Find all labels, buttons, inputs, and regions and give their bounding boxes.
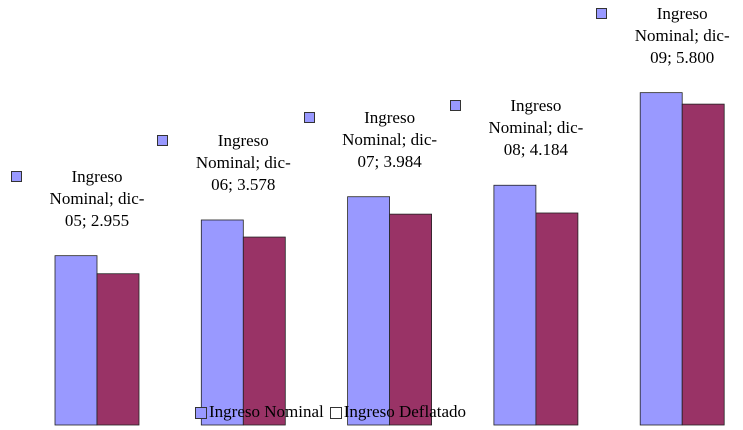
data-label: Ingreso Nominal; dic-06; 3.578	[195, 130, 291, 194]
bar	[242, 236, 286, 426]
bar	[389, 213, 433, 426]
label-marker	[11, 170, 22, 182]
label-marker	[449, 100, 461, 112]
bar	[347, 196, 391, 426]
legend-label: Ingreso Nominal	[209, 402, 324, 421]
data-label: Ingreso Nominal; dic-05; 2.955	[49, 166, 145, 230]
legend: Ingreso Nominal Ingreso Deflatado	[195, 402, 466, 422]
legend-label: Ingreso Deflatado	[343, 402, 466, 421]
label-marker	[157, 134, 169, 146]
data-label: Ingreso Nominal; dic-08; 4.184	[488, 96, 584, 160]
data-label: Ingreso Nominal; dic-09; 5.800	[634, 3, 730, 67]
label-marker	[596, 7, 608, 19]
legend-swatch	[195, 407, 207, 420]
bar	[96, 273, 140, 426]
label-marker	[303, 111, 315, 123]
legend-item: Ingreso Nominal	[195, 402, 324, 422]
bar	[639, 92, 683, 426]
data-label: Ingreso Nominal; dic-07; 3.984	[342, 107, 438, 171]
bar	[493, 184, 537, 426]
bar	[200, 219, 244, 426]
bar	[54, 255, 98, 426]
legend-swatch	[329, 407, 342, 420]
bar	[535, 212, 579, 426]
bar	[681, 103, 725, 426]
legend-item: Ingreso Deflatado	[329, 402, 466, 422]
